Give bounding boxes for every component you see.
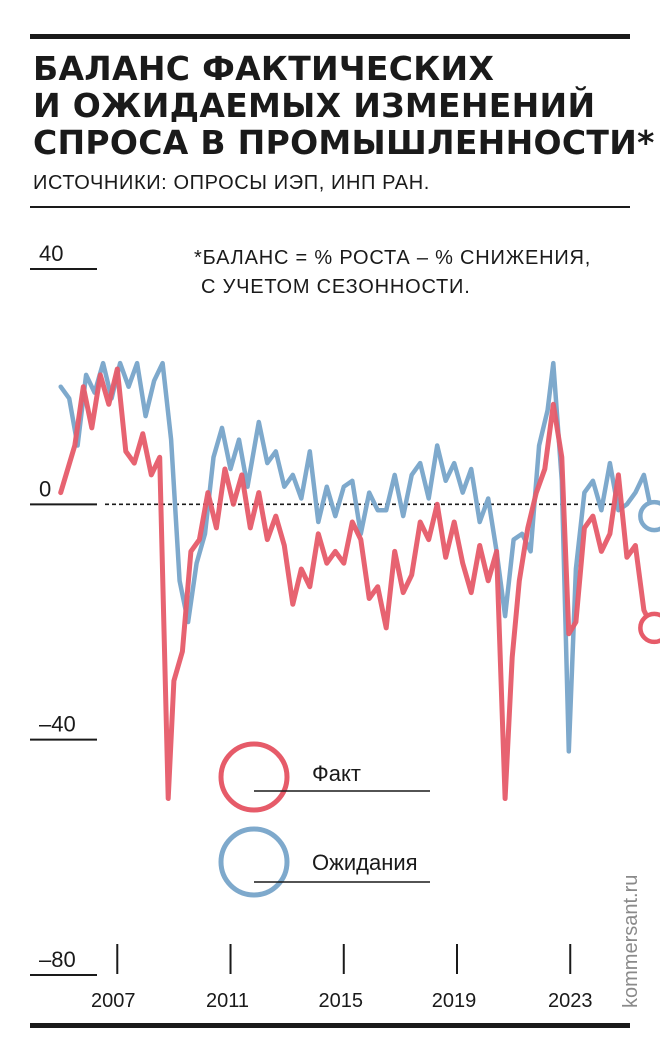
fact-series-line <box>58 366 655 801</box>
top-rule <box>30 34 630 39</box>
legend-fact-label: Факт <box>312 761 361 786</box>
title-line-2: И ОЖИДАЕМЫХ ИЗМЕНЕНИЙ <box>33 86 596 125</box>
x-tick-label: 2015 <box>319 990 364 1012</box>
x-tick-label: 2023 <box>548 990 593 1012</box>
legend-expectation-label: Ожидания <box>312 850 418 875</box>
credit-text: kommersant.ru <box>620 874 642 1008</box>
legend-fact-swatch <box>218 741 290 813</box>
title-line-1: БАЛАНС ФАКТИЧЕСКИХ <box>33 49 495 88</box>
footnote-line-1: *БАЛАНС = % РОСТА – % СНИЖЕНИЯ, <box>194 247 592 269</box>
chart-title: БАЛАНС ФАКТИЧЕСКИХ И ОЖИДАЕМЫХ ИЗМЕНЕНИЙ… <box>33 49 655 162</box>
title-line-3: СПРОСА В ПРОМЫШЛЕННОСТИ* <box>33 123 655 162</box>
y-tick-label: 40 <box>39 241 63 266</box>
fact-end-marker <box>638 611 660 645</box>
legend-expectation-swatch <box>218 826 290 898</box>
bottom-rule <box>30 1023 630 1028</box>
y-tick-label: –40 <box>39 712 76 737</box>
balance-footnote: *БАЛАНС = % РОСТА – % СНИЖЕНИЯ, С УЧЕТОМ… <box>194 244 591 302</box>
y-tick-label: –80 <box>39 947 76 972</box>
header-rule <box>30 206 630 208</box>
x-tick-label: 2007 <box>91 990 136 1012</box>
expectation-end-marker <box>638 499 660 533</box>
y-tick-label: 0 <box>39 476 51 501</box>
source-line: ИСТОЧНИКИ: ОПРОСЫ ИЭП, ИНП РАН. <box>33 172 430 194</box>
expectation-series-line <box>58 360 655 754</box>
footnote-line-2: С УЧЕТОМ СЕЗОННОСТИ. <box>201 276 471 298</box>
x-tick-label: 2019 <box>432 990 477 1012</box>
x-tick-label: 2011 <box>206 990 249 1012</box>
